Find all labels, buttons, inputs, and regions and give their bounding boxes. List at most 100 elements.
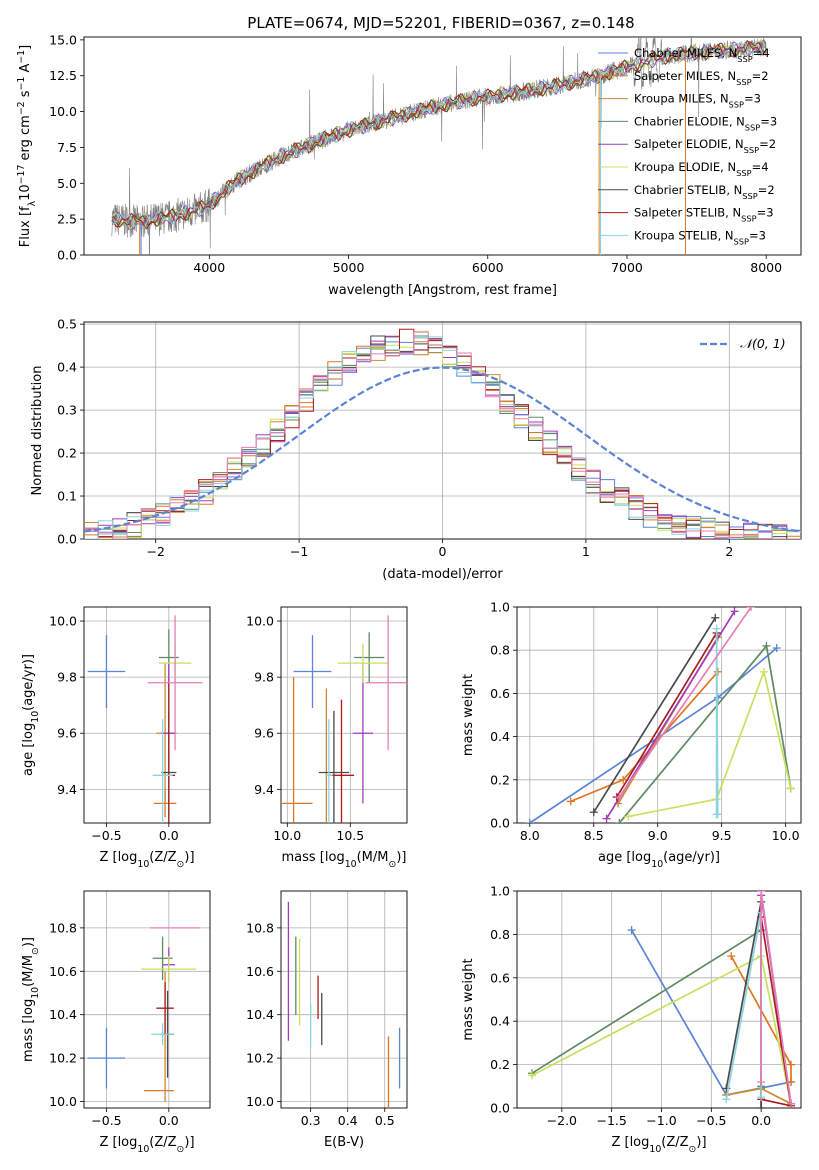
model-spectrum-line (111, 42, 766, 230)
legend-entry: 𝒩(0, 1) (740, 336, 786, 351)
plus-marker (712, 624, 721, 633)
plus-marker (786, 784, 795, 793)
y-axis-label-part: 10 (18, 184, 33, 201)
y-tick-label: 0.6 (490, 686, 510, 701)
x-axis-label-part: (M/M (357, 850, 389, 865)
model-spectrum-line (111, 39, 766, 229)
data-point (365, 615, 407, 751)
x-axis-label-part: ⊙ (689, 1144, 697, 1155)
x-tick-label: 9.0 (648, 828, 668, 843)
data-point (318, 710, 350, 823)
plus-marker (730, 607, 739, 616)
plus-marker (566, 797, 575, 806)
x-axis-label-part: )] (696, 1135, 706, 1150)
legend-entry: Kroupa STELIB, NSSP=3 (634, 228, 766, 246)
x-axis-label-part: (Z/Z (661, 1135, 688, 1150)
x-tick-label: −1 (290, 544, 308, 559)
x-axis-label-part: age [log (598, 850, 651, 865)
y-axis-label-part: −1 (16, 50, 27, 64)
histogram-step-line (84, 336, 801, 539)
legend-entry-part: SSP (729, 100, 744, 110)
x-axis-label-part: (Z/Z (149, 850, 176, 865)
x-axis-label: age [log10(age/yr)] (598, 850, 720, 870)
x-tick-label: 2 (725, 544, 733, 559)
mass-weight-vs-age-plot-area (525, 607, 795, 823)
y-axis-label-part: (M/M (21, 955, 36, 987)
x-tick-label: 0.5 (375, 1113, 395, 1128)
model-spectrum-line (111, 40, 765, 230)
legend-entry-part: =3 (760, 114, 777, 128)
age-vs-mass-plot-area (281, 615, 407, 823)
axes-frame (83, 890, 211, 1109)
legend-entry: Kroupa MILES, NSSP=3 (634, 92, 761, 110)
legend-entry: Salpeter ELODIE, NSSP=2 (634, 137, 776, 155)
plus-marker (747, 607, 756, 611)
histogram-step-line (84, 331, 801, 539)
legend-entry-part: Salpeter MILES, N (634, 69, 736, 83)
y-tick-label: 5.0 (57, 176, 77, 191)
y-tick-label: 0.6 (490, 970, 510, 985)
model-spectrum-line (111, 38, 766, 229)
axes-frame (83, 36, 802, 256)
y-axis-label-part: mass [log (21, 999, 36, 1062)
y-tick-label: 9.6 (57, 726, 77, 741)
x-axis-label: wavelength [Angstrom, rest frame] (328, 283, 557, 298)
legend-entry: Chabrier STELIB, NSSP=2 (634, 183, 775, 201)
data-point (147, 615, 203, 751)
data-point (281, 677, 313, 823)
x-tick-label: 8.5 (584, 828, 604, 843)
y-axis-label-part: s (18, 90, 33, 101)
legend-entry-part: SSP (734, 236, 749, 246)
spectrum-axes: 4000 5000 6000 7000 8000 0.0 2.5 5.0 7.5 10.0 12.5… (49, 32, 802, 275)
x-axis-label-part: mass [log (282, 850, 345, 865)
axes-frame (516, 606, 802, 824)
legend-entry-part: Kroupa MILES, N (634, 92, 729, 106)
legend-entry-part: =2 (752, 69, 769, 83)
spectrum-plot-area (111, 37, 767, 255)
x-tick-label: 10.0 (772, 828, 800, 843)
plus-marker (527, 1071, 536, 1080)
x-axis-label: Z [log10(Z/Z⊙)] (99, 850, 194, 870)
x-tick-label: 10.0 (273, 828, 301, 843)
y-tick-label: 10.2 (246, 1051, 274, 1066)
mass-vs-EBV-plot-area (287, 901, 401, 1108)
plus-marker (757, 1093, 766, 1102)
legend-entry-part: =4 (753, 46, 770, 60)
axes-frame (83, 321, 802, 540)
y-tick-label: 0.5 (57, 317, 77, 332)
legend-entry-part: Kroupa ELODIE, N (634, 160, 736, 174)
data-point (87, 635, 126, 708)
y-tick-label: 0.0 (490, 816, 510, 831)
y-tick-label: 0.1 (57, 489, 77, 504)
legend-entry-part: SSP (741, 214, 756, 224)
x-axis-label: (data-model)/error (382, 567, 503, 582)
y-axis-label-part: )] (21, 937, 36, 947)
legend-entry: Chabrier MILES, NSSP=4 (634, 46, 770, 64)
x-axis-label-part: ⊙ (388, 859, 396, 870)
legend-entry: Kroupa ELODIE, NSSP=4 (634, 160, 769, 178)
y-tick-label: 0.2 (57, 446, 77, 461)
y-axis-label-part: −2 (16, 101, 27, 115)
x-tick-label: 4000 (193, 260, 225, 275)
age-vs-Z-axes: −0.5 0.0 9.4 9.6 9.8 10.0 (49, 606, 211, 843)
x-axis-label: Z [log10(Z/Z⊙)] (99, 1135, 194, 1155)
plus-marker (757, 891, 766, 895)
y-tick-label: 10.8 (246, 920, 274, 935)
mass-weight-line (726, 1087, 792, 1105)
x-axis-label-part: E(B-V) (324, 1135, 364, 1150)
y-tick-label: 1.0 (490, 600, 510, 615)
y-axis-label-part: −17 (16, 165, 27, 185)
y-axis-label: Flux [fλ10−17 erg cm−2 s−1 A−1] (16, 45, 38, 247)
y-tick-label: 10.4 (246, 1007, 274, 1022)
y-tick-label: 10.6 (49, 964, 77, 979)
plus-marker (787, 1099, 796, 1108)
y-tick-label: 9.4 (57, 782, 77, 797)
mass-weight-line (531, 928, 762, 1087)
y-tick-label: 7.5 (57, 140, 77, 155)
axes-frame (516, 890, 802, 1109)
y-axis-label-part: erg cm (18, 115, 33, 164)
x-tick-label: 5000 (333, 260, 365, 275)
x-tick-label: −0.5 (91, 828, 121, 843)
y-tick-label: 12.5 (49, 68, 77, 83)
